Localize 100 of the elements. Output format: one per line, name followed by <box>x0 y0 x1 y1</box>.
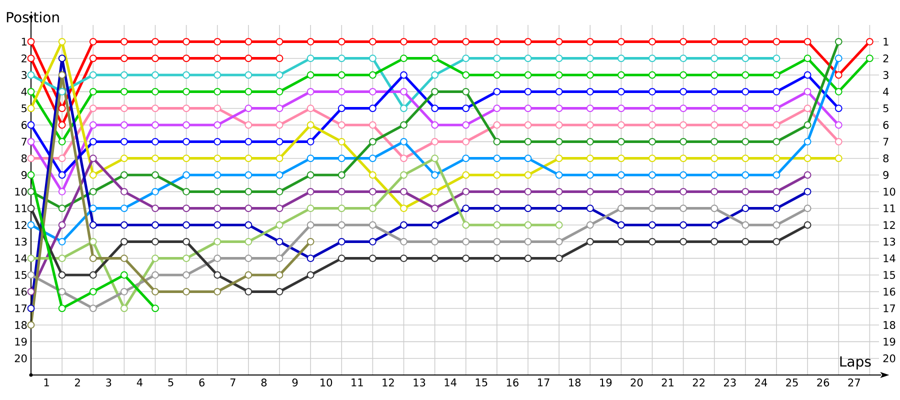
point <box>710 171 718 179</box>
point <box>524 138 532 146</box>
y-tick-label: 3 <box>22 71 27 79</box>
point <box>462 71 470 79</box>
point <box>368 188 376 196</box>
x-tick-label: 26 <box>817 378 830 386</box>
point <box>89 104 97 112</box>
point <box>680 204 688 212</box>
y2-tick-label: 9 <box>883 171 888 179</box>
point <box>400 188 408 196</box>
point <box>244 38 252 46</box>
point <box>89 154 97 162</box>
point <box>214 238 222 246</box>
point <box>306 154 314 162</box>
point <box>493 221 501 229</box>
point <box>338 154 346 162</box>
point <box>834 54 842 62</box>
point <box>493 171 501 179</box>
point <box>120 271 128 279</box>
point <box>276 104 284 112</box>
point <box>555 188 563 196</box>
point <box>306 88 314 96</box>
point <box>555 221 563 229</box>
point <box>462 204 470 212</box>
point <box>772 38 780 46</box>
point <box>742 238 750 246</box>
point <box>555 171 563 179</box>
y2-tick-label: 5 <box>883 104 888 112</box>
point <box>120 38 128 46</box>
point <box>742 71 750 79</box>
point <box>306 204 314 212</box>
point <box>772 154 780 162</box>
point <box>152 71 159 79</box>
point <box>214 71 222 79</box>
point <box>834 138 842 146</box>
point <box>214 271 222 279</box>
point <box>152 38 159 46</box>
point <box>462 171 470 179</box>
point <box>120 121 128 129</box>
point <box>555 204 563 212</box>
point <box>493 254 501 262</box>
point <box>834 88 842 96</box>
point <box>338 88 346 96</box>
point <box>400 88 408 96</box>
point <box>524 188 532 196</box>
point <box>182 71 190 79</box>
point <box>214 121 222 129</box>
point <box>555 104 563 112</box>
point <box>276 54 284 62</box>
y-tick-label: 2 <box>22 54 26 62</box>
y-tick-label: 14 <box>15 254 27 262</box>
y-tick-label: 19 <box>15 338 27 346</box>
point <box>493 138 501 146</box>
point <box>58 104 66 112</box>
point <box>586 171 594 179</box>
point <box>182 171 190 179</box>
point <box>586 104 594 112</box>
point <box>152 171 159 179</box>
point <box>89 304 97 312</box>
point <box>524 254 532 262</box>
point <box>524 154 532 162</box>
point <box>27 54 35 62</box>
point <box>244 138 252 146</box>
point <box>648 188 656 196</box>
point <box>58 154 66 162</box>
point <box>804 171 812 179</box>
point <box>244 71 252 79</box>
point <box>742 154 750 162</box>
point <box>400 38 408 46</box>
point <box>182 271 190 279</box>
point <box>306 238 314 246</box>
point <box>462 54 470 62</box>
point <box>182 238 190 246</box>
point <box>214 38 222 46</box>
point <box>680 154 688 162</box>
x-tick-label: 12 <box>382 378 394 386</box>
point <box>89 254 97 262</box>
point <box>710 88 718 96</box>
point <box>182 54 190 62</box>
point <box>524 238 532 246</box>
point <box>804 71 812 79</box>
point <box>306 254 314 262</box>
x-tick-label: 3 <box>106 378 112 386</box>
point <box>27 154 35 162</box>
point <box>276 271 284 279</box>
point <box>586 38 594 46</box>
point <box>834 121 842 129</box>
point <box>58 288 66 296</box>
x-tick-label: 5 <box>168 378 174 386</box>
point <box>58 304 66 312</box>
point <box>431 188 439 196</box>
point <box>648 221 656 229</box>
point <box>834 154 842 162</box>
point <box>306 38 314 46</box>
point <box>710 138 718 146</box>
point <box>524 88 532 96</box>
point <box>680 88 688 96</box>
point <box>214 138 222 146</box>
point <box>152 254 159 262</box>
point <box>120 238 128 246</box>
